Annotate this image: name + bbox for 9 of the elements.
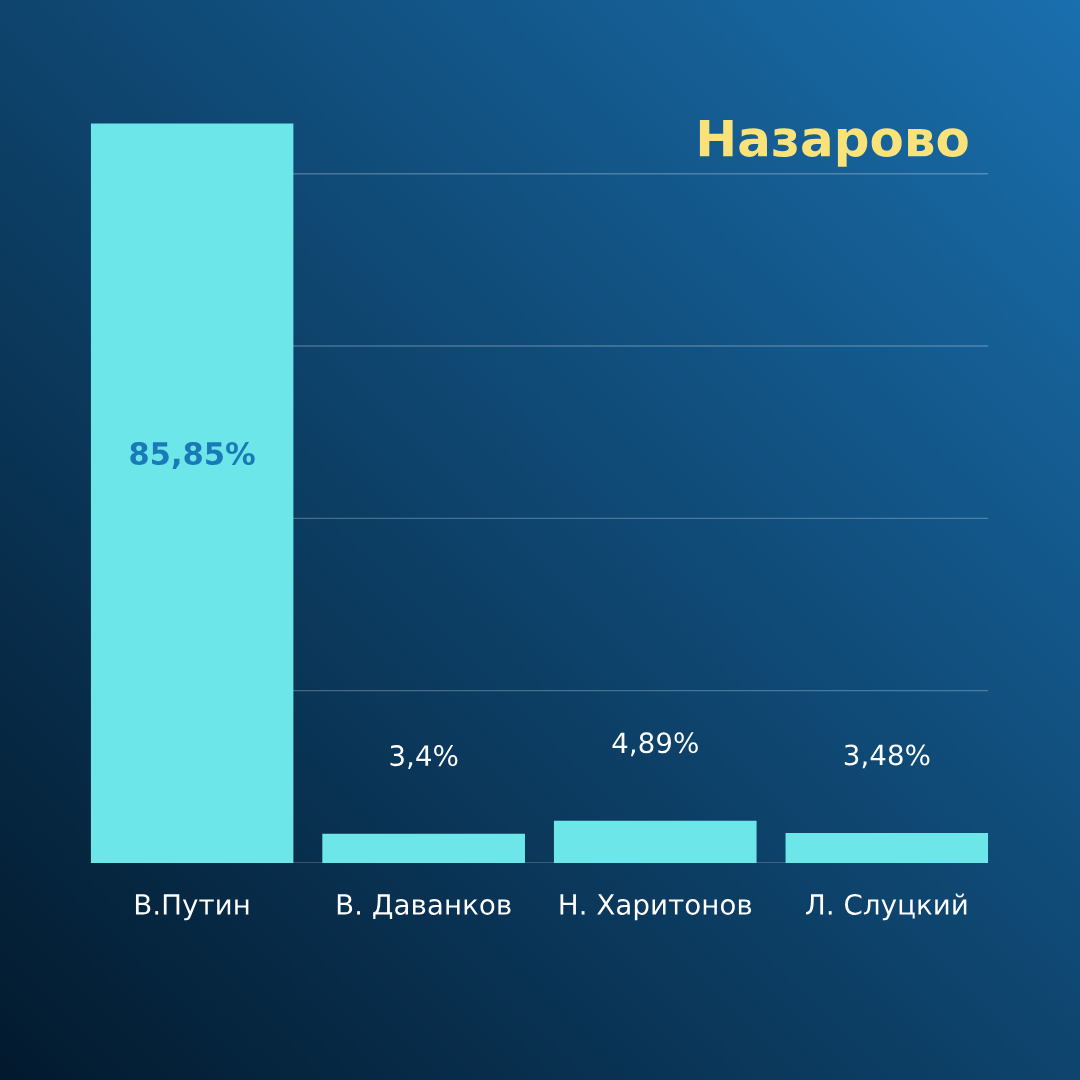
x-tick-label: Л. Слуцкий	[806, 893, 967, 921]
x-tick-label: В. Даванков	[337, 894, 511, 919]
data-label: 85,85%	[130, 441, 255, 469]
x-tick-label: Н. Харитонов	[560, 894, 752, 921]
chart-title: Назарово	[699, 119, 968, 167]
data-label: 3,48%	[844, 744, 930, 769]
x-tick-label: В.Путин	[135, 894, 249, 921]
data-label: 3,4%	[390, 745, 458, 769]
data-label: 4,89%	[612, 732, 698, 757]
